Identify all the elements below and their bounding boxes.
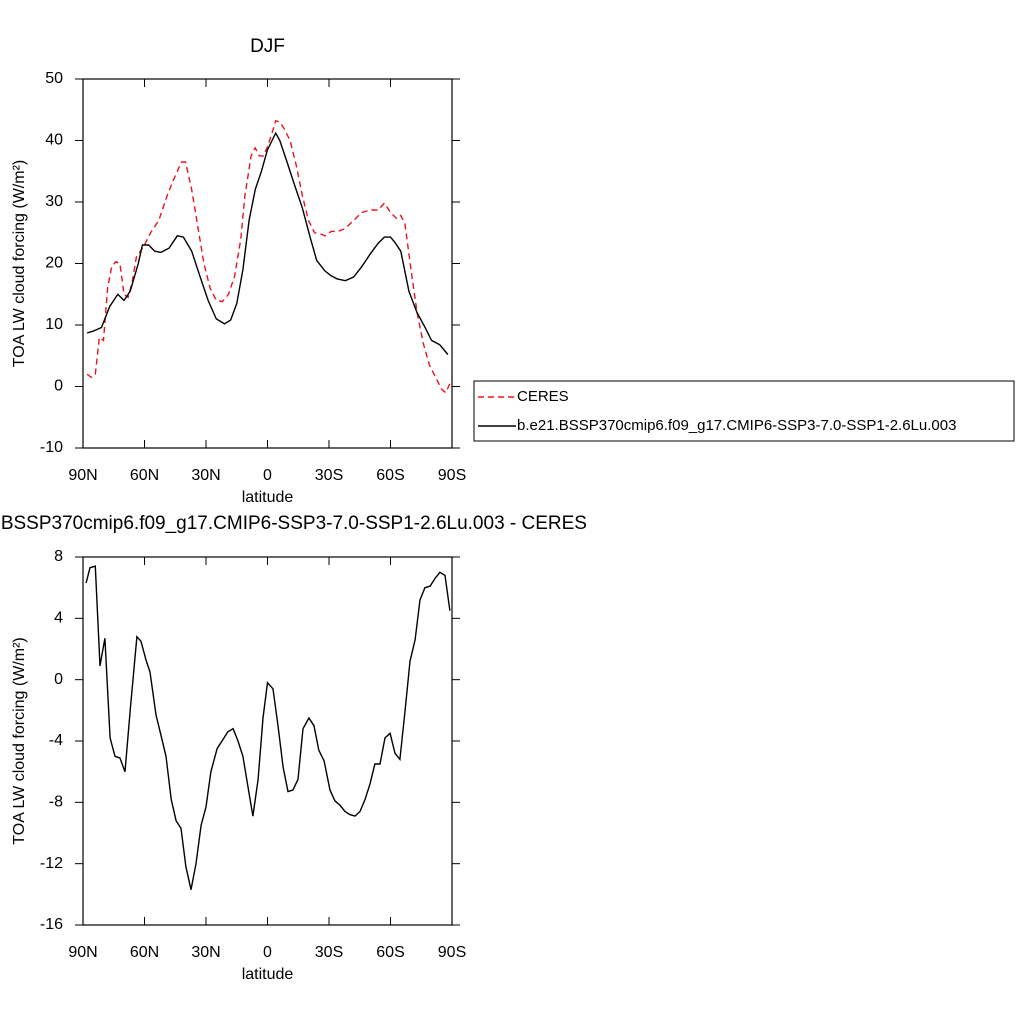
x-tick-label: 30N [191,944,220,961]
x-tick-label: 60S [376,944,404,961]
x-tick-label: 90S [438,467,466,484]
x-tick-label: 60N [130,944,159,961]
x-tick-label: 30N [191,467,220,484]
x-tick-label: 60N [130,467,159,484]
y-tick-label: -12 [40,855,63,872]
y-tick-label: 50 [45,70,63,87]
y-tick-label: 30 [45,193,63,210]
y-tick-label: 40 [45,132,63,149]
x-tick-label: 30S [315,467,343,484]
plot-frame [82,78,453,449]
data-line [86,119,451,394]
x-axis-label: latitude [242,966,294,983]
y-tick-label: -4 [49,732,63,749]
x-tick-label: 60S [376,467,404,484]
y-tick-label: 10 [45,316,63,333]
y-tick-label: 8 [54,548,63,565]
plot-frame [82,556,453,926]
y-axis-label: TOA LW cloud forcing (W/m²) [11,637,28,844]
x-tick-label: 90N [68,944,97,961]
y-tick-label: -10 [40,439,63,456]
x-tick-label: 0 [263,944,272,961]
x-tick-label: 90N [68,467,97,484]
legend-label: b.e21.BSSP370cmip6.f09_g17.CMIP6-SSP3-7.… [517,417,956,434]
y-tick-label: 20 [45,255,63,272]
x-tick-label: 90S [438,944,466,961]
chart-title: b.e21.BSSP370cmip6.f09_g17.CMIP6-SSP3-7.… [0,513,587,534]
y-tick-label: 0 [54,671,63,688]
x-axis-label: latitude [242,489,294,506]
data-line [85,565,451,890]
y-tick-label: -8 [49,794,63,811]
legend-box [473,380,1015,442]
y-tick-label: 4 [54,610,63,627]
legend-label: CERES [517,388,569,405]
data-line [86,131,449,355]
chart-title: DJF [250,36,285,57]
x-tick-label: 30S [315,944,343,961]
x-tick-label: 0 [263,467,272,484]
y-axis-label: TOA LW cloud forcing (W/m²) [11,160,28,367]
y-tick-label: 0 [54,378,63,395]
y-tick-label: -16 [40,916,63,933]
